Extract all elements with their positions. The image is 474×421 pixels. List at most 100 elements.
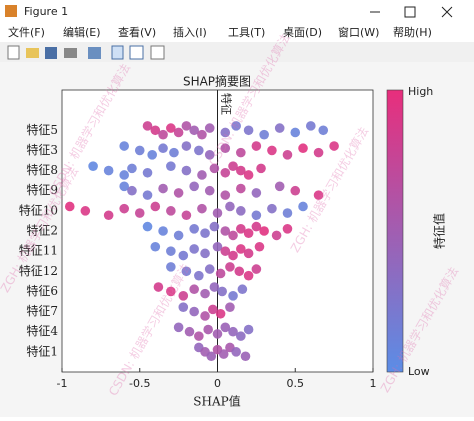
menu-item[interactable]: 文件(F) xyxy=(8,25,45,39)
point xyxy=(204,150,215,160)
point xyxy=(181,121,192,131)
y-tick-label: 特征4 xyxy=(26,323,58,338)
open-icon[interactable] xyxy=(26,48,39,58)
point xyxy=(225,262,235,272)
colorbar-high: High xyxy=(408,85,433,98)
point xyxy=(103,165,114,176)
menu-item[interactable]: 窗口(W) xyxy=(338,25,379,39)
point xyxy=(173,230,184,241)
point xyxy=(142,167,153,178)
point xyxy=(218,349,229,359)
point xyxy=(220,226,231,236)
menu-item[interactable]: 桌面(D) xyxy=(283,26,322,39)
x-tick-label: -0.5 xyxy=(129,377,150,390)
point xyxy=(329,141,339,151)
point xyxy=(158,129,168,140)
maximize-button[interactable] xyxy=(404,6,416,18)
point xyxy=(251,264,262,274)
point xyxy=(259,129,269,140)
edit-icon[interactable] xyxy=(88,47,101,59)
menu-item[interactable]: 查看(V) xyxy=(118,25,156,39)
point xyxy=(236,165,246,176)
window-title: Figure 1 xyxy=(24,5,68,18)
menu-item[interactable]: 工具(T) xyxy=(228,26,265,39)
point xyxy=(200,288,210,299)
panel-icon[interactable] xyxy=(150,45,165,60)
y-tick-label: 特征2 xyxy=(26,223,58,238)
point xyxy=(142,190,153,200)
point xyxy=(181,165,192,176)
point xyxy=(212,208,223,218)
point xyxy=(220,190,231,200)
point xyxy=(228,291,238,301)
point xyxy=(181,210,192,221)
point xyxy=(166,286,176,297)
point xyxy=(203,324,213,335)
point xyxy=(251,141,262,151)
point xyxy=(274,181,285,192)
point xyxy=(64,201,75,212)
point xyxy=(234,266,245,277)
new-icon[interactable] xyxy=(7,45,20,60)
point xyxy=(147,150,157,160)
point xyxy=(282,208,293,218)
point xyxy=(271,230,282,241)
point xyxy=(189,181,199,192)
print-icon[interactable] xyxy=(64,48,77,58)
point xyxy=(119,181,129,192)
menu-item[interactable]: 编辑(E) xyxy=(63,25,101,39)
y-axis-label: 特征 xyxy=(220,93,234,115)
x-tick-label: 0 xyxy=(214,377,221,390)
close-button[interactable] xyxy=(441,6,453,18)
point xyxy=(220,322,231,333)
point xyxy=(88,161,98,171)
y-tick-label: 特征7 xyxy=(26,303,58,318)
point xyxy=(150,241,161,252)
point xyxy=(119,141,129,151)
point xyxy=(313,147,324,158)
point xyxy=(217,286,227,297)
point xyxy=(204,185,215,196)
point xyxy=(220,246,231,256)
y-tick-label: 特征12 xyxy=(19,263,58,278)
y-tick-label: 特征6 xyxy=(26,283,58,298)
point xyxy=(119,203,129,214)
menu-item[interactable]: 帮助(H) xyxy=(393,25,432,39)
point xyxy=(173,322,184,333)
point xyxy=(80,206,91,216)
menu-item[interactable]: 插入(I) xyxy=(173,25,207,39)
point xyxy=(282,224,293,234)
point xyxy=(197,170,207,180)
point xyxy=(215,308,226,319)
point xyxy=(127,163,137,174)
point xyxy=(153,282,164,292)
point xyxy=(290,185,301,196)
point xyxy=(237,284,248,295)
point xyxy=(243,170,254,180)
point xyxy=(220,143,231,154)
point xyxy=(134,145,145,156)
point xyxy=(197,129,207,140)
legend-icon[interactable] xyxy=(129,45,144,60)
point xyxy=(209,221,220,232)
point xyxy=(178,291,189,301)
point xyxy=(181,266,192,277)
point xyxy=(240,351,251,362)
point xyxy=(318,125,329,136)
point xyxy=(166,246,176,256)
point xyxy=(166,161,176,171)
point xyxy=(150,201,161,212)
point xyxy=(236,206,246,216)
point xyxy=(231,347,241,357)
colorbar-icon[interactable] xyxy=(111,45,124,60)
save-icon[interactable] xyxy=(45,47,57,59)
point xyxy=(313,190,324,200)
point xyxy=(243,125,254,136)
point xyxy=(228,250,238,261)
point xyxy=(200,248,210,259)
point xyxy=(243,228,254,238)
point xyxy=(197,203,207,214)
point xyxy=(220,127,231,138)
point xyxy=(142,221,153,232)
colorbar xyxy=(386,89,404,373)
